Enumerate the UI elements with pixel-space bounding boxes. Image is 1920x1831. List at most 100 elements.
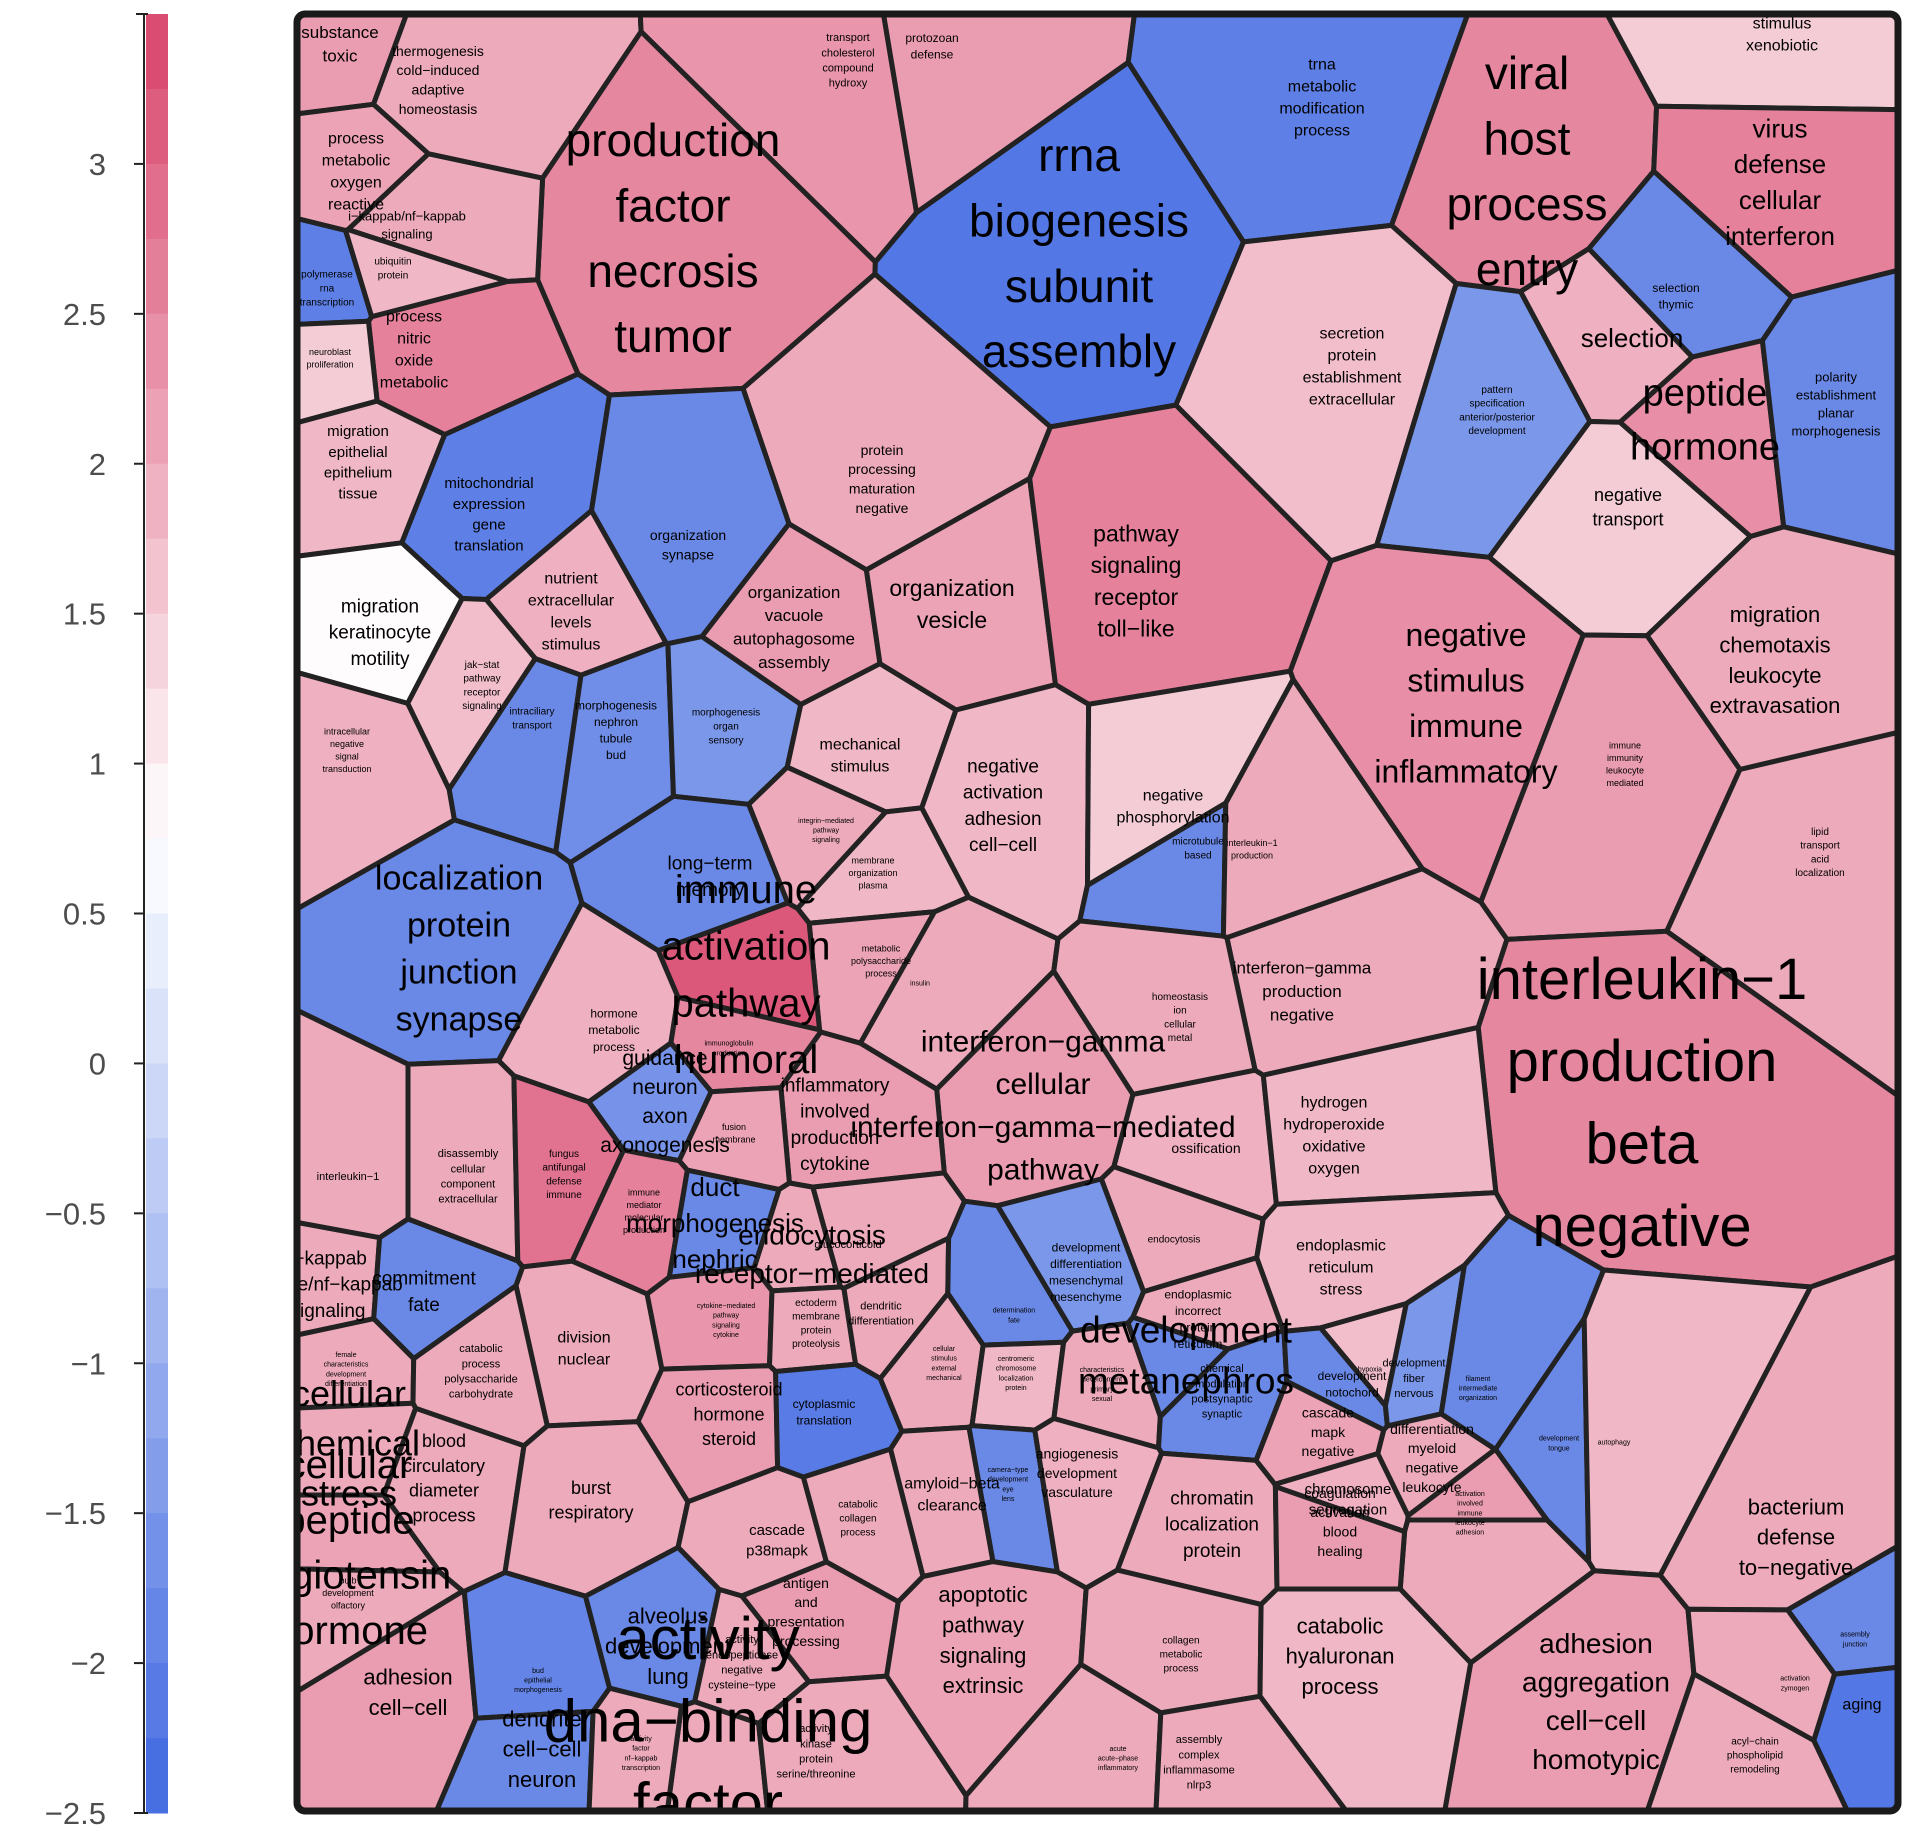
- plot-border: [293, 10, 1902, 1815]
- cell-label-word: interferon−gamma: [1233, 959, 1372, 978]
- cell-label-word: negative: [721, 1664, 763, 1676]
- cell-label-word: epithelium: [324, 465, 392, 482]
- colorbar-segment: [146, 1738, 168, 1814]
- cell-label-word: metabolic: [588, 1023, 639, 1037]
- colorbar-tick-label: 0: [89, 1046, 106, 1081]
- cell-label-word: stimulus: [931, 1356, 957, 1363]
- cell-label-word: lens: [1002, 1496, 1015, 1503]
- cell-label-word: secretion: [1320, 326, 1385, 343]
- cell-label-word: segregation: [1309, 1502, 1387, 1519]
- cell-label-word: hormone: [270, 1609, 428, 1653]
- cell-label-word: involved: [1457, 1501, 1483, 1508]
- colorbar-segment: [146, 238, 168, 315]
- cell-label-word: determination: [993, 1308, 1036, 1315]
- cell-label-word: process: [1446, 178, 1607, 230]
- cell-label-word: organization: [650, 527, 726, 543]
- cell-label-word: centromeric: [998, 1356, 1035, 1363]
- cell-label-word: pathway: [672, 981, 821, 1025]
- cell-label-word: transport: [1592, 510, 1663, 530]
- cell-label-word: activity: [725, 1634, 759, 1646]
- cell-label-word: immune: [1609, 741, 1641, 751]
- cell-label-word: mesenchymal: [1049, 1274, 1123, 1288]
- cell-label-word: maturation: [849, 481, 915, 497]
- cell-label-word: external: [932, 1365, 957, 1372]
- cell-label-word: extravasation: [1710, 693, 1841, 718]
- cell-label-word: immune: [546, 1190, 582, 1201]
- cell-label-word: process: [328, 131, 384, 148]
- cell-label-word: fate: [1008, 1317, 1020, 1324]
- colorbar-segment: [146, 1438, 168, 1514]
- cell-label-word: signaling: [812, 837, 840, 844]
- cell-label-word: synapse: [396, 1000, 523, 1038]
- cell-label-word: healing: [1317, 1543, 1362, 1559]
- cell-label-word: hyaluronan: [1286, 1644, 1395, 1669]
- cell-label-word: activation: [1455, 1491, 1485, 1498]
- cell-label-word: inflammatory: [781, 1075, 890, 1096]
- cell-label-word: bud: [532, 1668, 544, 1675]
- cell-label-word: sensory: [708, 735, 743, 746]
- cell-label-word: keratinocyte: [329, 623, 431, 644]
- cell-label-word: hormone: [1630, 426, 1780, 468]
- cell-label-word: oxygen: [1308, 1161, 1360, 1178]
- cell-label-word: commitment: [372, 1269, 476, 1290]
- cell-label-word: process: [1301, 1674, 1378, 1699]
- colorbar-tick-label: −1: [71, 1346, 106, 1381]
- cell-label-word: development: [1082, 1377, 1122, 1384]
- cell-label-word: mechanical: [820, 737, 901, 754]
- cell-label-word: division: [557, 1330, 610, 1347]
- cell-label-word: antigen: [783, 1575, 829, 1591]
- cell-label-word: junction: [1842, 1641, 1867, 1648]
- cell-label-word: neuron: [632, 1076, 697, 1099]
- cell-label-word: synaptic: [1202, 1409, 1243, 1421]
- cell-label-word: proliferation: [306, 359, 353, 369]
- cell-label-word: tongue: [1548, 1445, 1570, 1452]
- cell-label-word: notochord: [1325, 1386, 1378, 1400]
- cell-label-word: defense: [911, 48, 954, 62]
- cell-label-word: protein: [1183, 1541, 1241, 1562]
- colorbar-segment: [146, 1213, 168, 1289]
- cell-label-word: long−term: [667, 854, 752, 875]
- cell-label-word: extracellular: [438, 1194, 498, 1206]
- cell-label-word: transport: [512, 720, 552, 731]
- cell-label-word: interleukin−1: [1477, 947, 1808, 1012]
- cell-label-word: dna−binding: [544, 1688, 873, 1755]
- cell-label-word: immune: [628, 1188, 660, 1198]
- cell-label-word: trna: [1308, 57, 1336, 74]
- cell-label-word: neuron: [508, 1767, 577, 1792]
- cell-label-word: development: [1468, 426, 1525, 437]
- cell-label-word: mitochondrial: [444, 475, 533, 492]
- cell-label-word: circulatory: [403, 1456, 485, 1476]
- cell-label-word: beta: [1586, 1112, 1700, 1177]
- cell-label-word: negative: [330, 739, 364, 749]
- cell-label-word: transcription: [622, 1765, 660, 1772]
- cell-label-word: adhesion: [1539, 1628, 1653, 1659]
- cell-label-word: stress: [1320, 1282, 1363, 1299]
- cell-label-word: lung: [647, 1664, 689, 1689]
- cell-label-word: expression: [453, 496, 526, 513]
- colorbar-tick-label: 0.5: [63, 897, 106, 932]
- cell-label-word: cytokine−mediated: [697, 1303, 756, 1310]
- cell-label-word: serine/threonine: [777, 1769, 856, 1781]
- cell-label-word: differentiation: [1390, 1421, 1474, 1437]
- cell-label-word: integrin−mediated: [798, 818, 854, 825]
- cell-label-word: autophagosome: [733, 630, 855, 649]
- cell-label-word: ectoderm: [795, 1298, 837, 1309]
- cell-label-word: mediator: [626, 1200, 661, 1210]
- colorbar-segment: [146, 14, 168, 90]
- cell-label-word: stress: [301, 1472, 397, 1513]
- cell-label-word: tissue: [338, 485, 377, 502]
- voronoi-cell: [1405, 1446, 1550, 1523]
- cell-label-word: signaling: [712, 1322, 740, 1329]
- cell-label-word: glucocorticoid: [814, 1239, 881, 1251]
- cell-label-word: stimulus: [542, 637, 601, 654]
- cell-label-word: memory: [676, 880, 745, 901]
- cell-label-word: protozoan: [905, 31, 958, 45]
- cell-label-word: postsynaptic: [1191, 1393, 1253, 1405]
- cell-label-word: characteristics: [1080, 1367, 1125, 1374]
- colorbar-segment: [146, 88, 168, 165]
- cell-label-word: acyl−chain: [1731, 1737, 1779, 1748]
- cell-label-word: mediated: [1606, 778, 1643, 788]
- cell-label-word: burst: [571, 1478, 611, 1498]
- cell-label-word: endocytosis: [738, 1220, 886, 1251]
- cell-label-word: localization: [1165, 1515, 1259, 1536]
